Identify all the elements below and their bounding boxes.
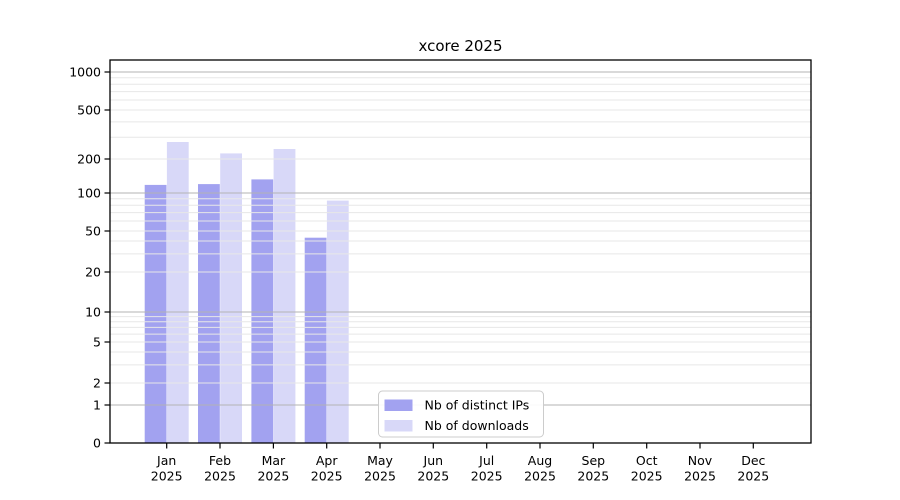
bar-jan-downloads xyxy=(166,142,189,443)
bar-feb-distinct-ips xyxy=(198,184,220,443)
bar-apr-distinct-ips xyxy=(304,237,327,443)
x-tick-label-year: 2025 xyxy=(417,469,449,484)
legend-swatch-distinct-ips xyxy=(384,399,413,411)
x-tick-label-month: Mar xyxy=(262,453,286,468)
legend-swatch-downloads xyxy=(384,420,413,432)
x-tick-label-year: 2025 xyxy=(684,469,716,484)
x-tick-label-year: 2025 xyxy=(311,469,343,484)
legend-label-downloads: Nb of downloads xyxy=(425,418,529,433)
bar-feb-downloads xyxy=(220,153,242,443)
y-tick-label: 1 xyxy=(93,397,101,412)
y-tick-label: 100 xyxy=(77,185,101,200)
x-tick-label-month: Jul xyxy=(478,453,494,468)
x-tick-label-year: 2025 xyxy=(577,469,609,484)
y-tick-label: 10 xyxy=(85,304,101,319)
x-tick-label-month: Dec xyxy=(741,453,765,468)
y-tick-label: 20 xyxy=(85,264,101,279)
x-axis: Jan2025Feb2025Mar2025Apr2025May2025Jun20… xyxy=(151,443,769,484)
legend-box xyxy=(378,390,544,438)
x-tick-label-year: 2025 xyxy=(737,469,769,484)
chart-title: xcore 2025 xyxy=(418,37,502,55)
y-tick-label: 200 xyxy=(77,151,101,166)
x-tick-label-month: Nov xyxy=(688,453,713,468)
y-axis: 0 1 2 5 10 20 50 100 200 500 1000 xyxy=(69,64,110,450)
x-tick-label-month: Feb xyxy=(209,453,231,468)
gridlines-group xyxy=(110,71,811,406)
x-tick-label-year: 2025 xyxy=(471,469,503,484)
x-tick-label-year: 2025 xyxy=(524,469,556,484)
bars-group xyxy=(144,142,349,443)
x-tick-label-year: 2025 xyxy=(631,469,663,484)
y-tick-label: 50 xyxy=(85,223,101,238)
x-tick-label-month: Oct xyxy=(636,453,658,468)
y-tick-label: 0 xyxy=(93,435,101,450)
x-tick-label-month: May xyxy=(367,453,393,468)
x-tick-label-year: 2025 xyxy=(204,469,236,484)
x-tick-label-year: 2025 xyxy=(151,469,183,484)
y-tick-label: 1000 xyxy=(69,64,101,79)
x-tick-label-month: Apr xyxy=(316,453,338,468)
x-tick-label-month: Jun xyxy=(423,453,444,468)
x-tick-label-month: Sep xyxy=(582,453,606,468)
y-tick-label: 5 xyxy=(93,334,101,349)
y-tick-label: 2 xyxy=(93,375,101,390)
x-tick-label-year: 2025 xyxy=(257,469,289,484)
y-tick-label: 500 xyxy=(77,102,101,117)
bar-mar-downloads xyxy=(273,149,296,443)
plot-frame xyxy=(109,59,812,444)
legend-label-distinct-ips: Nb of distinct IPs xyxy=(425,398,530,413)
x-tick-label-year: 2025 xyxy=(364,469,396,484)
bar-jan-distinct-ips xyxy=(144,184,167,443)
bar-mar-distinct-ips xyxy=(251,179,274,443)
x-tick-label-month: Aug xyxy=(528,453,552,468)
x-tick-label-month: Jan xyxy=(156,453,176,468)
legend: Nb of distinct IPs Nb of downloads xyxy=(378,390,544,438)
